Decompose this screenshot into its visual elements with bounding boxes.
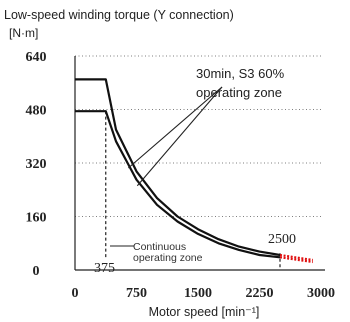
x-tick-label: 2250 bbox=[246, 286, 274, 301]
x-tick-label: 750 bbox=[126, 286, 147, 301]
y-tick-label: 480 bbox=[26, 104, 47, 119]
y-tick-labels: 0 160 320 480 640 bbox=[26, 50, 47, 279]
annotation-s3-zone-line2: operating zone bbox=[196, 85, 282, 100]
extension-line-4 bbox=[279, 256, 313, 264]
annotation-s3-zone-line1: 30min, S3 60% bbox=[196, 66, 285, 81]
chart-title: Low-speed winding torque (Y connection) bbox=[4, 8, 234, 22]
series-line-1 bbox=[75, 78, 281, 257]
leader-line-lower bbox=[136, 86, 223, 187]
y-tick-label: 640 bbox=[26, 50, 47, 65]
axes bbox=[74, 56, 325, 271]
x-axis-label: Motor speed [min⁻¹] bbox=[149, 305, 260, 319]
annotation-375: 375 bbox=[94, 261, 115, 276]
annotation-continuous-line1: Continuous bbox=[133, 241, 186, 253]
series-line-2 bbox=[75, 110, 281, 259]
x-tick-label: 0 bbox=[72, 286, 79, 301]
annotation-continuous-line2: operating zone bbox=[133, 252, 203, 264]
extension-line-3 bbox=[279, 253, 313, 262]
annotations: 30min, S3 60%operating zoneContinuousope… bbox=[94, 66, 296, 276]
x-tick-label: 3000 bbox=[307, 286, 335, 301]
leader-line-upper bbox=[127, 86, 223, 169]
annotation-2500: 2500 bbox=[268, 232, 296, 247]
x-tick-labels: 0 750 1500 2250 3000 bbox=[72, 286, 336, 301]
curves bbox=[75, 78, 313, 264]
y-tick-label: 160 bbox=[26, 211, 47, 226]
x-tick-label: 1500 bbox=[184, 286, 212, 301]
y-tick-label: 0 bbox=[33, 264, 40, 279]
grid bbox=[75, 55, 321, 217]
y-axis-unit: [N·m] bbox=[9, 26, 38, 40]
y-tick-label: 320 bbox=[26, 157, 47, 172]
